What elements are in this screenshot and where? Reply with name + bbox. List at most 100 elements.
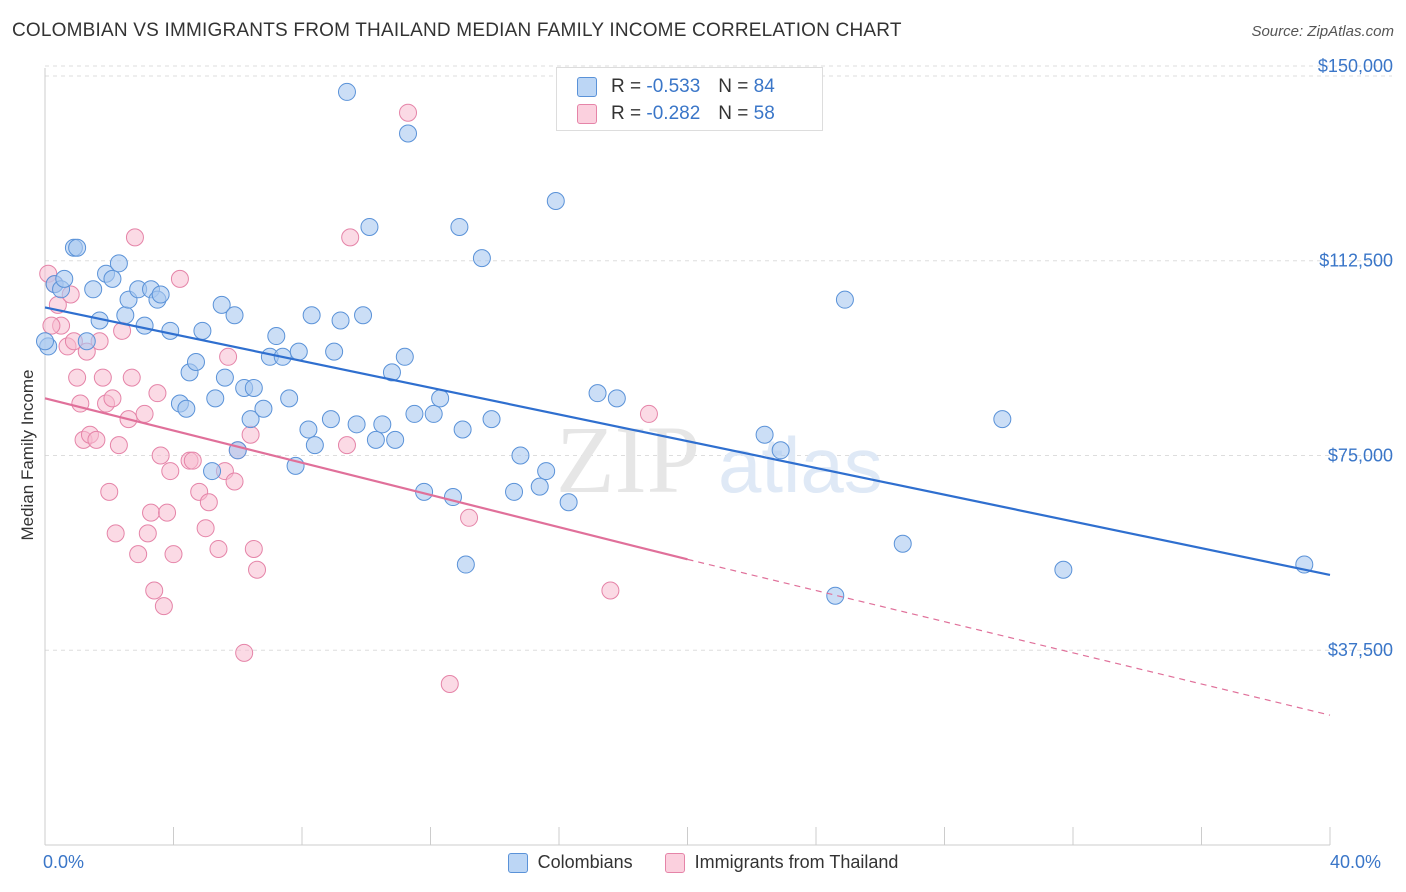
axes xyxy=(44,68,1331,846)
data-point-thailand xyxy=(109,436,128,455)
data-point-thailand xyxy=(93,368,112,387)
data-point-colombians xyxy=(337,82,356,101)
data-point-colombians xyxy=(537,462,556,481)
data-point-thailand xyxy=(170,269,189,288)
data-point-colombians xyxy=(215,368,234,387)
data-point-colombians xyxy=(826,586,845,605)
data-point-thailand xyxy=(154,597,173,616)
legend-r-label: R = xyxy=(611,76,642,97)
chart-title: COLOMBIAN VS IMMIGRANTS FROM THAILAND ME… xyxy=(12,20,902,41)
data-point-colombians xyxy=(77,332,96,351)
y-tick-label: $37,500 xyxy=(1328,640,1393,660)
trendline-colombians xyxy=(44,306,1331,577)
data-point-thailand xyxy=(103,389,122,408)
data-point-thailand xyxy=(199,493,218,512)
trendline-thailand-extension xyxy=(687,558,1331,716)
data-point-colombians xyxy=(254,399,273,418)
data-point-colombians xyxy=(893,534,912,553)
data-point-thailand xyxy=(68,368,87,387)
data-point-colombians xyxy=(325,342,344,361)
watermark-zip: ZIP xyxy=(556,406,700,513)
legend-label-thailand: Immigrants from Thailand xyxy=(694,852,899,872)
legend-swatch-blue xyxy=(577,77,597,97)
data-point-colombians xyxy=(212,295,231,314)
data-point-thailand xyxy=(135,404,154,423)
data-point-colombians xyxy=(193,321,212,340)
legend-row-thailand: R = -0.282 N = 58 xyxy=(577,103,775,125)
data-point-thailand xyxy=(129,545,148,564)
data-point-colombians xyxy=(1054,560,1073,579)
data-point-thailand xyxy=(639,404,658,423)
data-point-colombians xyxy=(386,430,405,449)
data-point-thailand xyxy=(341,228,360,247)
data-point-thailand xyxy=(158,503,177,522)
data-point-thailand xyxy=(122,368,141,387)
legend-row-colombians: R = -0.533 N = 84 xyxy=(577,76,775,98)
data-point-thailand xyxy=(138,524,157,543)
data-point-colombians xyxy=(103,269,122,288)
data-point-colombians xyxy=(399,124,418,143)
data-point-thailand xyxy=(235,643,254,662)
data-point-thailand xyxy=(225,472,244,491)
trendlines xyxy=(44,306,1331,716)
correlation-legend: R = -0.533 N = 84 R = -0.282 N = 58 xyxy=(556,67,823,131)
x-tick-label-max: 40.0% xyxy=(1330,852,1382,872)
series-thailand-points xyxy=(39,103,658,693)
data-point-thailand xyxy=(100,482,119,501)
data-point-colombians xyxy=(431,389,450,408)
data-point-thailand xyxy=(241,425,260,444)
data-point-colombians xyxy=(68,238,87,257)
data-point-colombians xyxy=(225,306,244,325)
data-point-thailand xyxy=(460,508,479,527)
series-colombians-points xyxy=(36,82,1314,605)
data-point-colombians xyxy=(588,384,607,403)
data-point-thailand xyxy=(248,560,267,579)
legend-label-colombians: Colombians xyxy=(537,852,633,872)
data-point-colombians xyxy=(360,217,379,236)
legend-r-value: -0.533 xyxy=(646,76,701,97)
legend-swatch-pink xyxy=(577,104,597,124)
data-point-colombians xyxy=(109,254,128,273)
y-tick-label: $112,500 xyxy=(1319,251,1393,271)
data-point-colombians xyxy=(177,399,196,418)
data-point-colombians xyxy=(453,420,472,439)
data-point-colombians xyxy=(55,269,74,288)
legend-swatch-blue xyxy=(507,852,528,873)
data-point-thailand xyxy=(151,446,170,465)
data-point-thailand xyxy=(219,347,238,366)
data-point-colombians xyxy=(206,389,225,408)
data-point-colombians xyxy=(450,217,469,236)
data-point-colombians xyxy=(289,342,308,361)
data-point-colombians xyxy=(135,316,154,335)
data-point-colombians xyxy=(302,306,321,325)
data-point-colombians xyxy=(151,285,170,304)
data-point-colombians xyxy=(347,415,366,434)
data-point-thailand xyxy=(161,462,180,481)
data-point-colombians xyxy=(84,280,103,299)
data-point-colombians xyxy=(511,446,530,465)
data-point-thailand xyxy=(244,539,263,558)
data-point-colombians xyxy=(456,555,475,574)
data-point-colombians xyxy=(203,462,222,481)
legend-n-value: 58 xyxy=(753,103,775,124)
data-point-thailand xyxy=(106,524,125,543)
data-point-colombians xyxy=(546,192,565,210)
legend-n-value: 84 xyxy=(753,76,775,97)
y-tick-labels: $37,500 $75,000 $112,500 $150,000 xyxy=(1318,56,1393,660)
data-point-colombians xyxy=(835,290,854,309)
data-point-colombians xyxy=(267,327,286,346)
data-point-thailand xyxy=(142,503,161,522)
data-point-thailand xyxy=(440,675,459,693)
data-point-thailand xyxy=(183,451,202,470)
data-point-colombians xyxy=(321,410,340,429)
data-point-colombians xyxy=(186,353,205,371)
data-point-colombians xyxy=(116,306,135,325)
legend-item-colombians: Colombians xyxy=(507,852,633,873)
data-point-thailand xyxy=(42,316,61,335)
y-tick-label: $150,000 xyxy=(1318,56,1393,76)
data-point-colombians xyxy=(424,404,443,423)
data-point-colombians xyxy=(559,493,578,512)
data-point-thailand xyxy=(148,384,167,403)
data-point-thailand xyxy=(125,228,144,247)
legend-r-value: -0.282 xyxy=(646,103,701,124)
